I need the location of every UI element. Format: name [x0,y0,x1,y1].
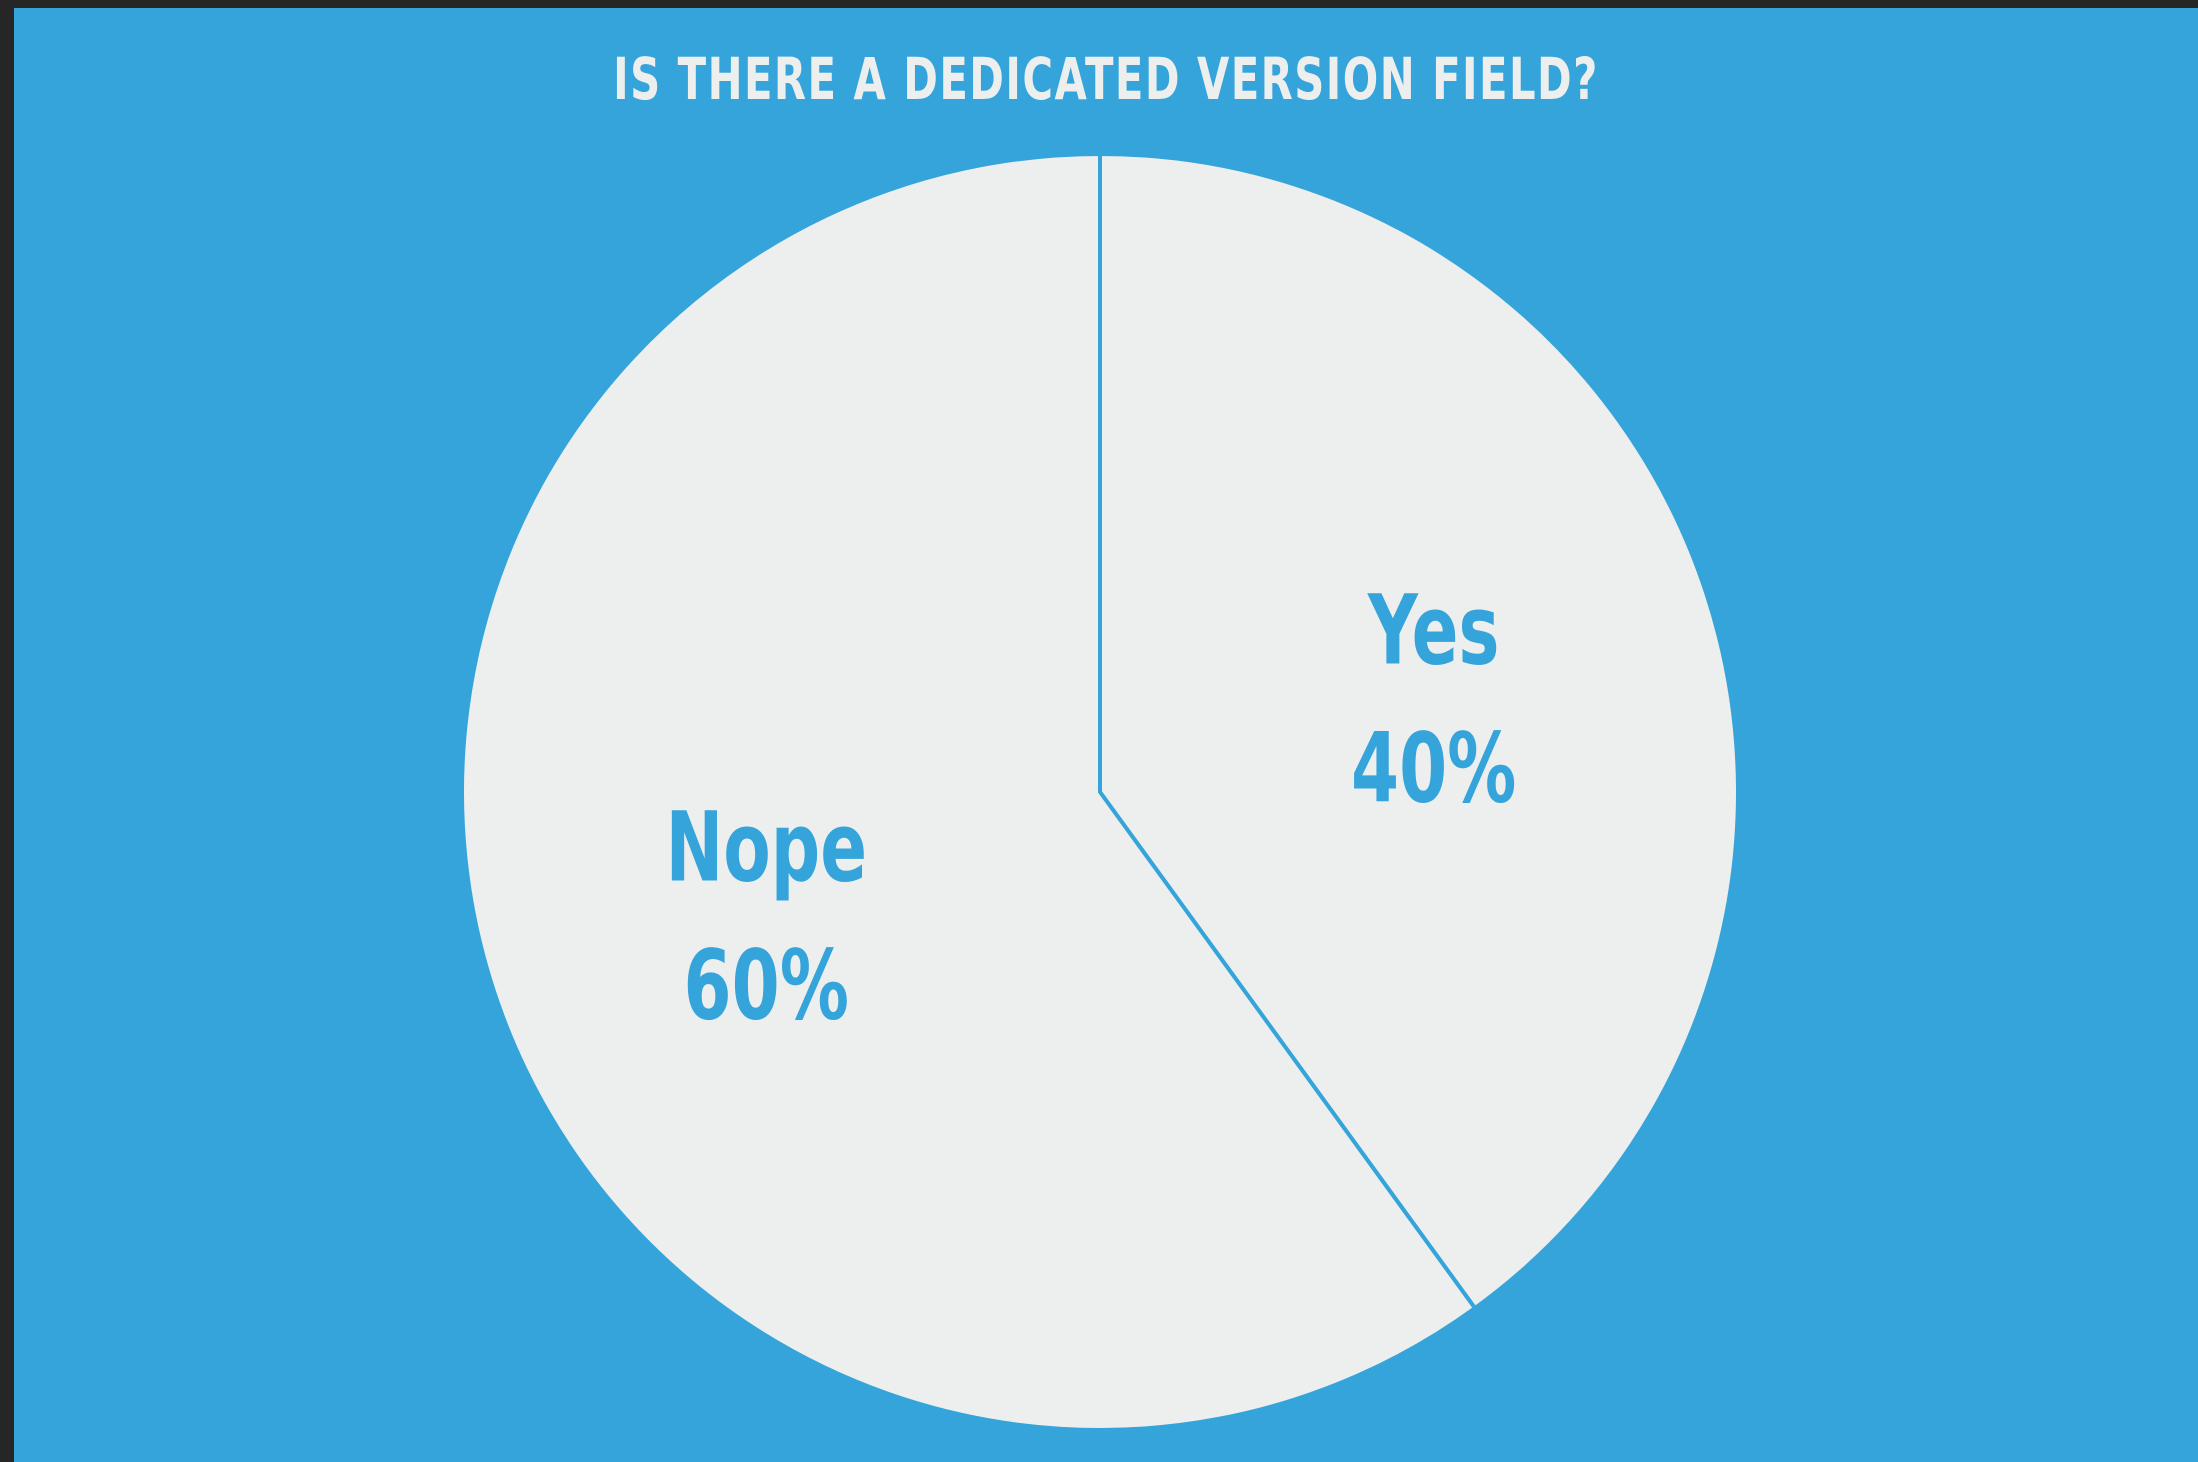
pie-chart: Yes 40% Nope 60% [14,8,2198,1462]
chart-slide: IS THERE A DEDICATED VERSION FIELD? Yes 4… [14,8,2198,1462]
slice-label-nope: Nope [665,791,867,903]
slice-value-yes: 40% [1351,712,1516,824]
slice-label-yes: Yes [1367,574,1500,686]
slice-value-nope: 60% [684,929,849,1041]
